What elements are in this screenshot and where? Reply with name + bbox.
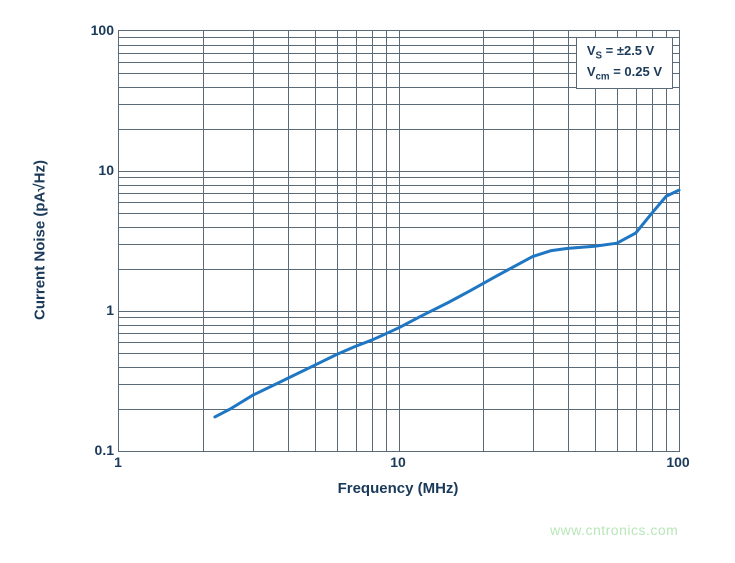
x-tick-label: 10 bbox=[390, 454, 406, 470]
legend-box: VS = ±2.5 VVcm = 0.25 V bbox=[576, 37, 673, 89]
noise-curve bbox=[119, 31, 679, 451]
x-axis-title: Frequency (MHz) bbox=[338, 480, 459, 497]
y-tick-label: 10 bbox=[54, 162, 114, 178]
noise-chart: VS = ±2.5 VVcm = 0.25 V Current Noise (p… bbox=[40, 20, 690, 500]
y-tick-label: 100 bbox=[54, 22, 114, 38]
y-axis-title: Current Noise (pA√Hz) bbox=[32, 160, 49, 320]
y-tick-label: 1 bbox=[54, 302, 114, 318]
y-tick-label: 0.1 bbox=[54, 442, 114, 458]
watermark: www.cntronics.com bbox=[550, 522, 678, 538]
x-tick-label: 1 bbox=[114, 454, 122, 470]
plot-area: VS = ±2.5 VVcm = 0.25 V bbox=[118, 30, 680, 452]
x-tick-label: 100 bbox=[666, 454, 689, 470]
